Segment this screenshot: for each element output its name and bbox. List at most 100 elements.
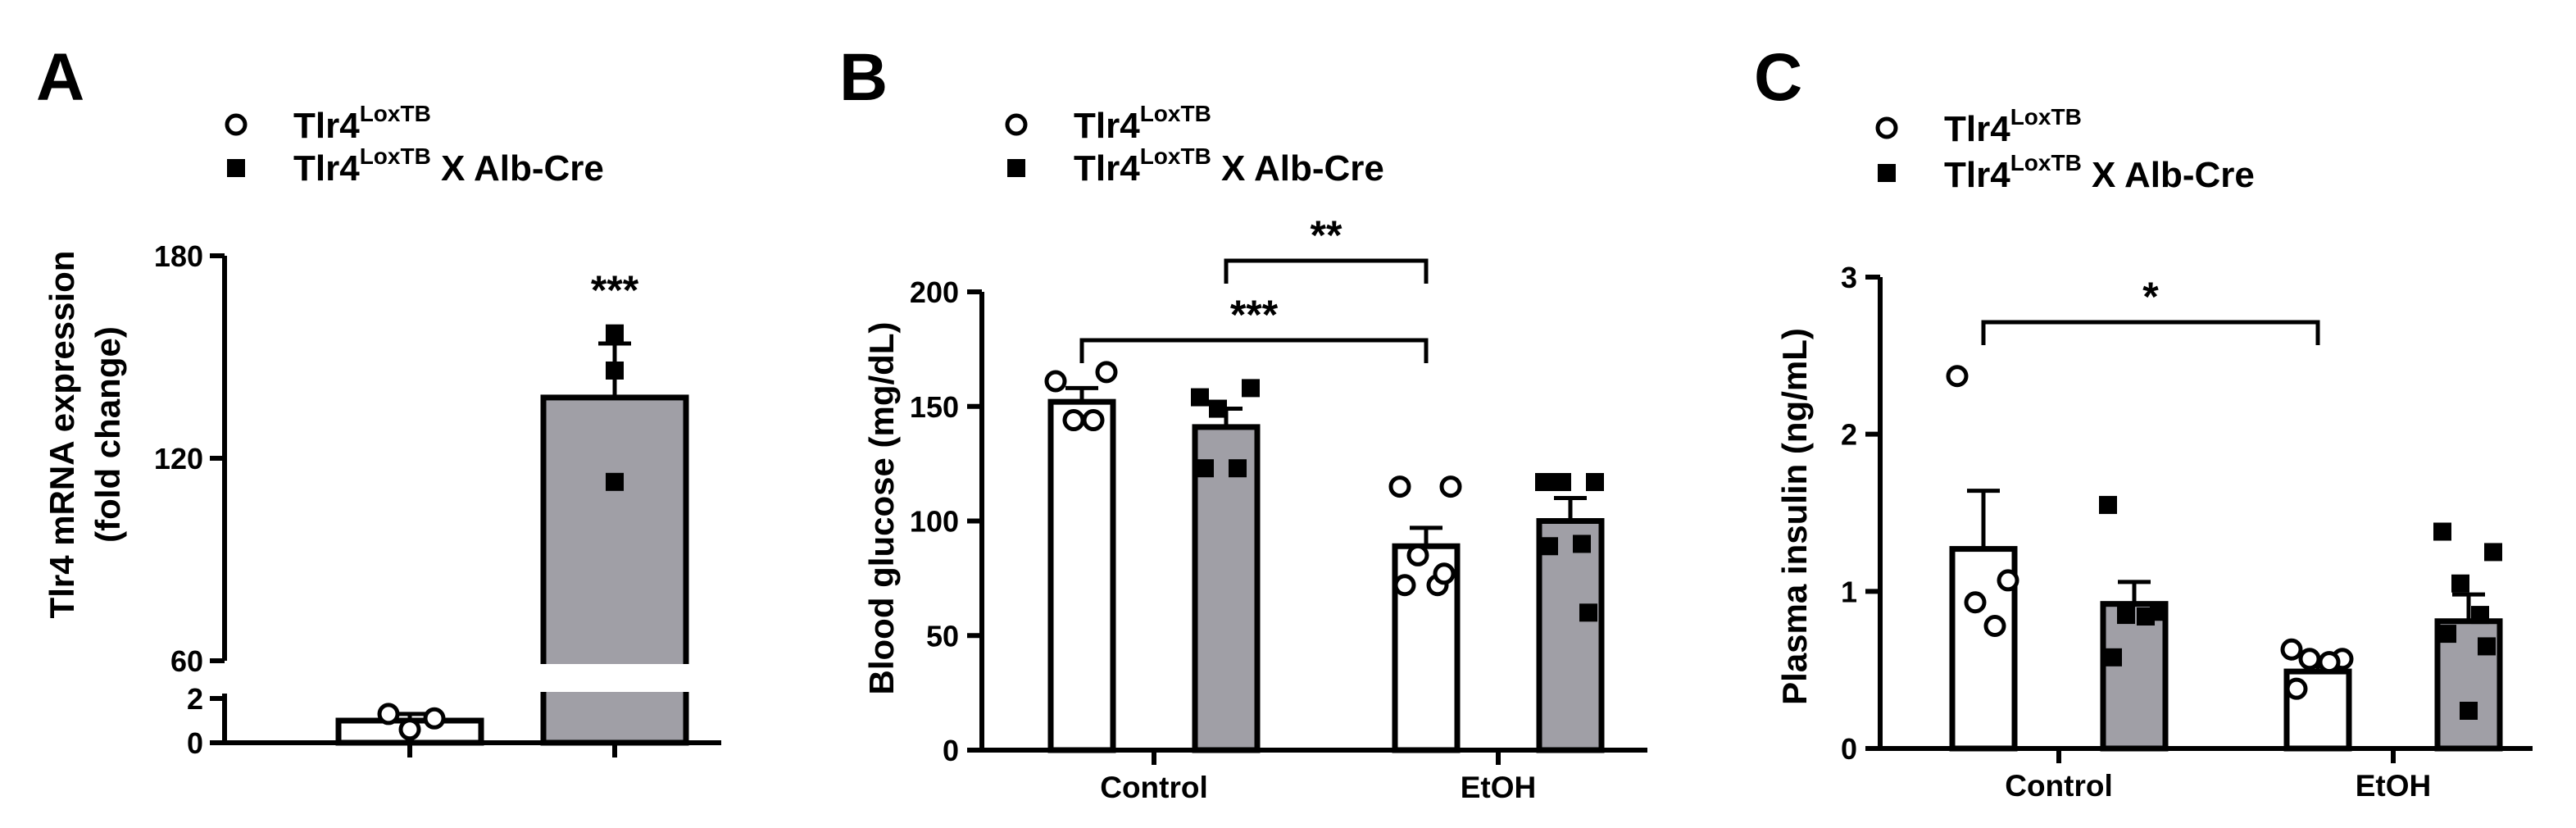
svg-text:Tlr4LoxTB: Tlr4LoxTB [293,101,431,146]
data-point-open [2285,677,2308,700]
x-category-label: EtOH [2356,769,2432,803]
y-axis-title-a-line1: Tlr4 mRNA expression [43,251,81,619]
legend-open-circle-icon [1005,113,1028,136]
y-tick-label: 50 [926,619,959,653]
legend-label-series2-sup: LoxTB [2010,150,2082,175]
data-point-filled [1191,388,1209,407]
chart-panel-a: 0 2 60 120 180 *** [154,239,721,760]
svg-text:Tlr4LoxTB: Tlr4LoxTB [1944,104,2082,149]
data-point-open [1439,475,1462,498]
data-point-filled [2137,607,2155,626]
panel-letter-a: A [36,40,84,115]
y-axis-title-b: Blood glucose (mg/dL) [862,322,901,695]
data-point-open [1062,409,1085,432]
data-point-filled [1229,459,1247,478]
y-tick-label: 0 [187,726,203,760]
legend-label-series1-sup: LoxTB [1140,101,1211,126]
significance-bracket [1224,258,1429,284]
y-axis-title-c: Plasma insulin (ng/mL) [1775,328,1814,705]
data-point-filled [1242,379,1260,398]
legend-label-series2-base: Tlr4 [1074,148,1140,189]
legend-label-series1-base: Tlr4 [1074,106,1140,146]
data-point-filled [1209,399,1227,418]
bar-filled [2100,601,2169,752]
x-category-label: Control [2005,769,2113,803]
legend-panel-b: Tlr4LoxTB Tlr4LoxTB X Alb-Cre [1005,101,1384,189]
legend-label-series2-base: Tlr4 [293,148,360,189]
y-tick-label: 180 [154,239,203,273]
data-point-filled [606,361,624,380]
significance-bracket [1981,320,2320,345]
data-point-open [1044,370,1067,393]
legend-panel-a: Tlr4LoxTB Tlr4LoxTB X Alb-Cre [225,101,604,189]
data-point-filled [2484,543,2502,562]
data-point-open [2280,638,2303,661]
y-tick-label: 60 [170,644,203,678]
data-point-filled [1573,535,1591,553]
legend-label-series1-sup: LoxTB [360,101,431,126]
data-point-open [377,703,400,726]
data-point-open [1997,569,2019,592]
legend-label-series2-sup: LoxTB [360,143,431,169]
y-tick-label: 100 [910,505,959,539]
significance-bracket [1079,338,1429,363]
chart-panel-c: 0 1 2 3 Control EtOH * [1841,261,2533,803]
data-point-filled [1196,459,1214,478]
legend-label-series2-sup: LoxTB [1140,143,1211,169]
data-point-open [1095,361,1118,384]
y-tick-label: 0 [1841,732,1857,766]
x-category-label: EtOH [1461,771,1537,804]
data-point-filled [1579,603,1597,622]
data-point-filled [2471,606,2489,625]
legend-label-series2-suffix: X Alb-Cre [1211,148,1384,189]
y-axis-title-a-line2: (fold change) [89,326,127,543]
data-point-filled [1553,472,1571,491]
panel-letter-b: B [839,40,888,115]
significance-label: *** [1230,292,1279,338]
data-point-filled [606,472,624,491]
y-tick-label: 0 [943,734,959,767]
data-point-open [1946,365,1969,388]
data-point-open [398,718,421,741]
data-point-filled [1535,472,1553,491]
y-tick-label: 150 [910,390,959,424]
legend-open-circle-icon [1875,116,1898,139]
legend-label-series2-suffix: X Alb-Cre [431,148,604,189]
legend-filled-square-icon [227,159,245,177]
data-point-filled [2438,625,2456,644]
data-point-filled [2478,637,2496,656]
data-point-open [1388,475,1411,498]
legend-panel-c: Tlr4LoxTB Tlr4LoxTB X Alb-Cre [1875,104,2255,195]
legend-filled-square-icon [1007,159,1025,177]
legend-label-series1-sup: LoxTB [2010,104,2082,130]
svg-text:Tlr4LoxTB X Alb-Cre: Tlr4LoxTB X Alb-Cre [1944,150,2255,195]
data-point-open [1433,562,1456,585]
y-tick-label: 200 [910,275,959,309]
data-point-open [1393,574,1416,597]
panel-letter-c: C [1754,40,1802,115]
data-point-filled [2099,495,2117,514]
y-tick-label: 3 [1841,261,1857,294]
data-point-filled [2451,574,2469,593]
data-point-filled [2117,606,2135,625]
svg-text:Tlr4LoxTB X Alb-Cre: Tlr4LoxTB X Alb-Cre [293,143,604,189]
data-point-open [423,707,446,730]
significance-label: ** [1311,212,1343,258]
data-point-open [1406,544,1429,566]
legend-open-circle-icon [225,113,248,136]
data-point-open [2318,651,2341,674]
legend-label-series2-base: Tlr4 [1944,155,2010,195]
svg-text:Tlr4LoxTB X Alb-Cre: Tlr4LoxTB X Alb-Cre [1074,143,1384,189]
legend-filled-square-icon [1878,164,1896,182]
bar-filled [1536,518,1605,753]
y-tick-label: 2 [1841,418,1857,452]
data-point-open [1983,615,2006,637]
y-tick-label: 120 [154,442,203,475]
data-point-open [1964,591,1987,614]
x-category-label: Control [1100,771,1208,804]
data-point-filled [1586,472,1604,491]
legend-label-series1-base: Tlr4 [1944,109,2010,149]
svg-text:Tlr4LoxTB: Tlr4LoxTB [1074,101,1211,146]
